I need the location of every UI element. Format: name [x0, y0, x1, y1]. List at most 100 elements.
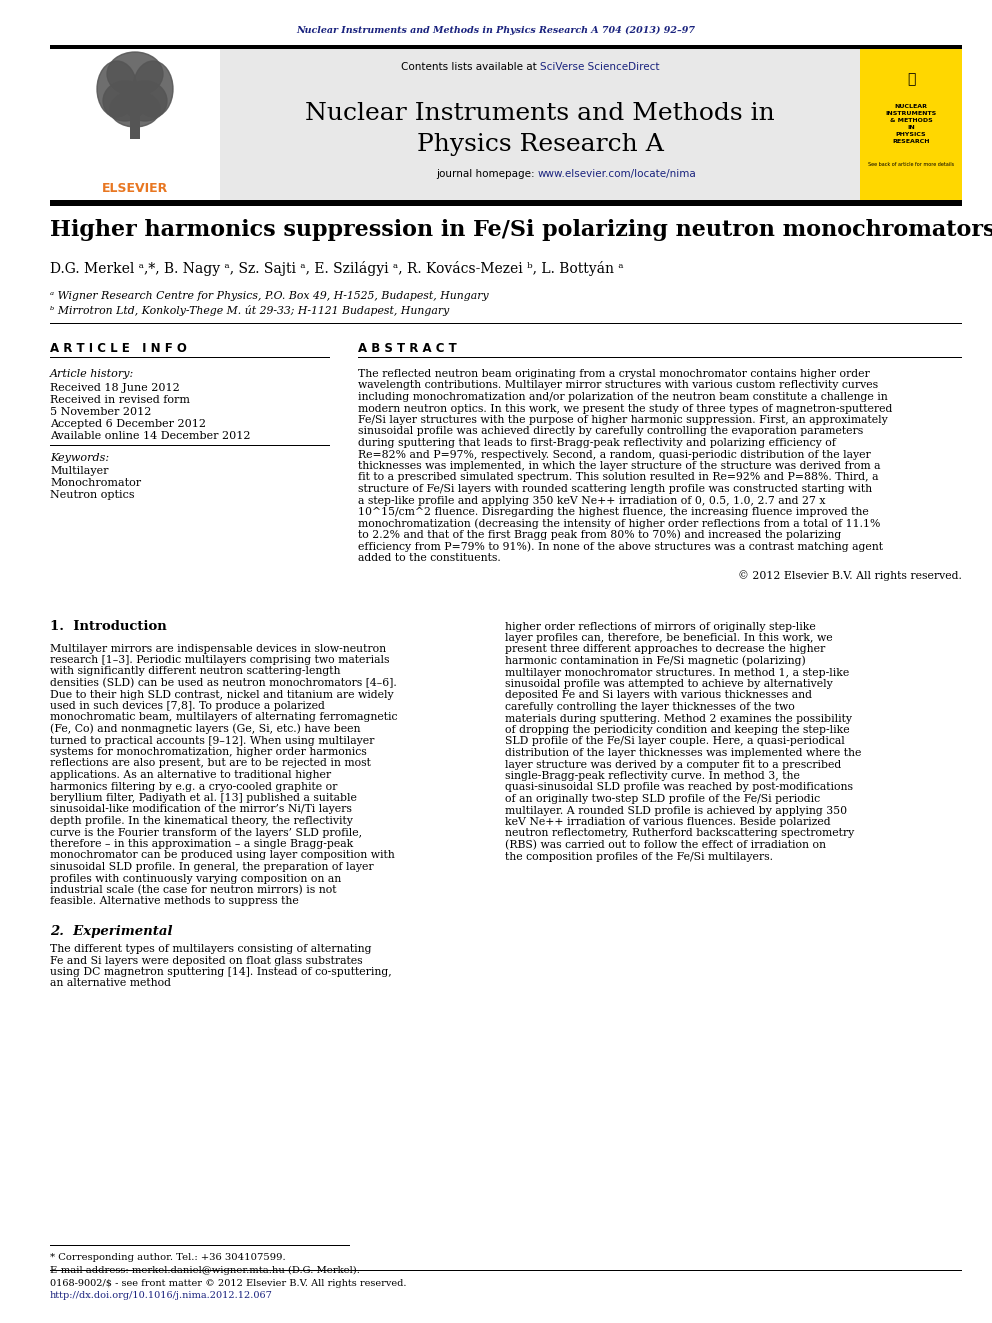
Text: ᵃ Wigner Research Centre for Physics, P.O. Box 49, H-1525, Budapest, Hungary: ᵃ Wigner Research Centre for Physics, P.…	[50, 291, 489, 302]
Text: systems for monochromatization, higher order harmonics: systems for monochromatization, higher o…	[50, 747, 367, 757]
Text: layer structure was derived by a computer fit to a prescribed: layer structure was derived by a compute…	[505, 759, 841, 770]
Text: beryllium filter, Padiyath et al. [13] published a suitable: beryllium filter, Padiyath et al. [13] p…	[50, 792, 357, 803]
Text: sinusoidal profile was achieved directly by carefully controlling the evaporatio: sinusoidal profile was achieved directly…	[358, 426, 863, 437]
Text: monochromator can be produced using layer composition with: monochromator can be produced using laye…	[50, 851, 395, 860]
Text: Accepted 6 December 2012: Accepted 6 December 2012	[50, 419, 206, 429]
Text: Monochromator: Monochromator	[50, 478, 141, 488]
Text: using DC magnetron sputtering [14]. Instead of co-sputtering,: using DC magnetron sputtering [14]. Inst…	[50, 967, 392, 976]
Text: applications. As an alternative to traditional higher: applications. As an alternative to tradi…	[50, 770, 331, 781]
Text: of an originally two-step SLD profile of the Fe/Si periodic: of an originally two-step SLD profile of…	[505, 794, 820, 804]
Text: harmonics filtering by e.g. a cryo-cooled graphite or: harmonics filtering by e.g. a cryo-coole…	[50, 782, 337, 791]
Ellipse shape	[110, 91, 160, 127]
Text: Keywords:: Keywords:	[50, 452, 109, 463]
Text: SciVerse ScienceDirect: SciVerse ScienceDirect	[540, 62, 660, 71]
Text: carefully controlling the layer thicknesses of the two: carefully controlling the layer thicknes…	[505, 703, 795, 712]
Text: www.elsevier.com/locate/nima: www.elsevier.com/locate/nima	[538, 169, 696, 179]
Text: including monochromatization and/or polarization of the neutron beam constitute : including monochromatization and/or pola…	[358, 392, 888, 402]
Text: Contents lists available at: Contents lists available at	[401, 62, 540, 71]
Text: A B S T R A C T: A B S T R A C T	[358, 341, 456, 355]
Text: fit to a prescribed simulated spectrum. This solution resulted in Re=92% and P=8: fit to a prescribed simulated spectrum. …	[358, 472, 879, 483]
Bar	[50, 45, 962, 49]
Text: of dropping the periodicity condition and keeping the step-like: of dropping the periodicity condition an…	[505, 725, 849, 736]
Ellipse shape	[123, 81, 167, 120]
Bar	[860, 49, 962, 200]
Text: © 2012 Elsevier B.V. All rights reserved.: © 2012 Elsevier B.V. All rights reserved…	[738, 570, 962, 581]
Text: Nuclear Instruments and Methods in Physics Research A 704 (2013) 92–97: Nuclear Instruments and Methods in Physi…	[297, 25, 695, 34]
Text: SLD profile of the Fe/Si layer couple. Here, a quasi-periodical: SLD profile of the Fe/Si layer couple. H…	[505, 737, 845, 746]
Ellipse shape	[133, 61, 173, 116]
Text: The reflected neutron beam originating from a crystal monochromator contains hig: The reflected neutron beam originating f…	[358, 369, 870, 378]
Text: during sputtering that leads to first-Bragg-peak reflectivity and polarizing eff: during sputtering that leads to first-Br…	[358, 438, 836, 448]
Text: deposited Fe and Si layers with various thicknesses and: deposited Fe and Si layers with various …	[505, 691, 812, 700]
Text: (RBS) was carried out to follow the effect of irradiation on: (RBS) was carried out to follow the effe…	[505, 840, 826, 851]
Text: 0168-9002/$ - see front matter © 2012 Elsevier B.V. All rights reserved.: 0168-9002/$ - see front matter © 2012 El…	[50, 1278, 407, 1287]
Text: Higher harmonics suppression in Fe/Si polarizing neutron monochromators: Higher harmonics suppression in Fe/Si po…	[50, 220, 992, 241]
Text: added to the constituents.: added to the constituents.	[358, 553, 501, 564]
Text: sinusoidal SLD profile. In general, the preparation of layer: sinusoidal SLD profile. In general, the …	[50, 863, 374, 872]
Text: materials during sputtering. Method 2 examines the possibility: materials during sputtering. Method 2 ex…	[505, 713, 852, 724]
Text: Article history:: Article history:	[50, 369, 134, 378]
Text: the composition profiles of the Fe/Si multilayers.: the composition profiles of the Fe/Si mu…	[505, 852, 773, 861]
Text: distribution of the layer thicknesses was implemented where the: distribution of the layer thicknesses wa…	[505, 747, 861, 758]
Text: monochromatic beam, multilayers of alternating ferromagnetic: monochromatic beam, multilayers of alter…	[50, 713, 398, 722]
Text: 10^15/cm^2 fluence. Disregarding the highest fluence, the increasing fluence imp: 10^15/cm^2 fluence. Disregarding the hig…	[358, 507, 869, 517]
Text: present three different approaches to decrease the higher: present three different approaches to de…	[505, 644, 825, 655]
Bar	[50, 200, 962, 206]
Bar	[220, 49, 860, 200]
Text: to 2.2% and that of the first Bragg peak from 80% to 70%) and increased the pola: to 2.2% and that of the first Bragg peak…	[358, 529, 841, 540]
Text: quasi-sinusoidal SLD profile was reached by post-modifications: quasi-sinusoidal SLD profile was reached…	[505, 782, 853, 792]
Text: Physics Research A: Physics Research A	[417, 132, 664, 156]
Text: industrial scale (the case for neutron mirrors) is not: industrial scale (the case for neutron m…	[50, 885, 336, 896]
Text: modern neutron optics. In this work, we present the study of three types of magn: modern neutron optics. In this work, we …	[358, 404, 893, 414]
Ellipse shape	[107, 52, 163, 97]
Text: Available online 14 December 2012: Available online 14 December 2012	[50, 431, 251, 441]
Text: (Fe, Co) and nonmagnetic layers (Ge, Si, etc.) have been: (Fe, Co) and nonmagnetic layers (Ge, Si,…	[50, 724, 360, 734]
Text: Received in revised form: Received in revised form	[50, 396, 190, 405]
Text: 🔰: 🔰	[907, 71, 916, 86]
Text: curve is the Fourier transform of the layers’ SLD profile,: curve is the Fourier transform of the la…	[50, 827, 362, 837]
Text: Received 18 June 2012: Received 18 June 2012	[50, 382, 180, 393]
Text: Multilayer: Multilayer	[50, 466, 108, 476]
Text: http://dx.doi.org/10.1016/j.nima.2012.12.067: http://dx.doi.org/10.1016/j.nima.2012.12…	[50, 1290, 273, 1299]
Text: journal homepage:: journal homepage:	[436, 169, 538, 179]
Text: research [1–3]. Periodic multilayers comprising two materials: research [1–3]. Periodic multilayers com…	[50, 655, 390, 665]
Text: 1.  Introduction: 1. Introduction	[50, 620, 167, 632]
Ellipse shape	[103, 81, 147, 120]
Text: used in such devices [7,8]. To produce a polarized: used in such devices [7,8]. To produce a…	[50, 701, 324, 710]
Text: See back of article for more details: See back of article for more details	[868, 161, 954, 167]
Text: reflections are also present, but are to be rejected in most: reflections are also present, but are to…	[50, 758, 371, 769]
Bar	[130, 114, 140, 139]
Text: D.G. Merkel ᵃ,*, B. Nagy ᵃ, Sz. Sajti ᵃ, E. Szilágyi ᵃ, R. Kovács-Mezei ᵇ, L. Bo: D.G. Merkel ᵃ,*, B. Nagy ᵃ, Sz. Sajti ᵃ,…	[50, 261, 624, 275]
Text: harmonic contamination in Fe/Si magnetic (polarizing): harmonic contamination in Fe/Si magnetic…	[505, 656, 806, 667]
Text: Re=82% and P=97%, respectively. Second, a random, quasi-periodic distribution of: Re=82% and P=97%, respectively. Second, …	[358, 450, 871, 459]
Text: * Corresponding author. Tel.: +36 304107599.: * Corresponding author. Tel.: +36 304107…	[50, 1253, 286, 1262]
Text: therefore – in this approximation – a single Bragg-peak: therefore – in this approximation – a si…	[50, 839, 353, 849]
Text: 2.  Experimental: 2. Experimental	[50, 925, 173, 938]
Text: neutron reflectometry, Rutherford backscattering spectrometry: neutron reflectometry, Rutherford backsc…	[505, 828, 854, 839]
Text: with significantly different neutron scattering-length: with significantly different neutron sca…	[50, 667, 340, 676]
Text: sinusoidal profile was attempted to achieve by alternatively: sinusoidal profile was attempted to achi…	[505, 679, 832, 689]
Text: depth profile. In the kinematical theory, the reflectivity: depth profile. In the kinematical theory…	[50, 816, 353, 826]
Text: efficiency from P=79% to 91%). In none of the above structures was a contrast ma: efficiency from P=79% to 91%). In none o…	[358, 541, 883, 552]
Text: ᵇ Mirrotron Ltd, Konkoly-Thege M. út 29-33; H-1121 Budapest, Hungary: ᵇ Mirrotron Ltd, Konkoly-Thege M. út 29-…	[50, 306, 449, 316]
Text: 5 November 2012: 5 November 2012	[50, 407, 152, 417]
Text: wavelength contributions. Multilayer mirror structures with various custom refle: wavelength contributions. Multilayer mir…	[358, 381, 878, 390]
Text: Neutron optics: Neutron optics	[50, 490, 135, 500]
Text: feasible. Alternative methods to suppress the: feasible. Alternative methods to suppres…	[50, 897, 299, 906]
Text: Nuclear Instruments and Methods in: Nuclear Instruments and Methods in	[306, 102, 775, 126]
Text: higher order reflections of mirrors of originally step-like: higher order reflections of mirrors of o…	[505, 622, 815, 631]
Text: turned to practical accounts [9–12]. When using multilayer: turned to practical accounts [9–12]. Whe…	[50, 736, 374, 745]
Text: layer profiles can, therefore, be beneficial. In this work, we: layer profiles can, therefore, be benefi…	[505, 632, 832, 643]
Text: keV Ne++ irradiation of various fluences. Beside polarized: keV Ne++ irradiation of various fluences…	[505, 818, 830, 827]
Text: an alternative method: an alternative method	[50, 979, 171, 988]
Text: thicknesses was implemented, in which the layer structure of the structure was d: thicknesses was implemented, in which th…	[358, 460, 881, 471]
Text: sinusoidal-like modification of the mirror’s Ni/Ti layers: sinusoidal-like modification of the mirr…	[50, 804, 352, 815]
Text: multilayer monochromator structures. In method 1, a step-like: multilayer monochromator structures. In …	[505, 668, 849, 677]
Text: profiles with continuously varying composition on an: profiles with continuously varying compo…	[50, 873, 341, 884]
Ellipse shape	[97, 61, 137, 116]
Text: monochromatization (decreasing the intensity of higher order reflections from a : monochromatization (decreasing the inten…	[358, 519, 880, 529]
Text: Fe and Si layers were deposited on float glass substrates: Fe and Si layers were deposited on float…	[50, 955, 363, 966]
Text: single-Bragg-peak reflectivity curve. In method 3, the: single-Bragg-peak reflectivity curve. In…	[505, 771, 800, 781]
Text: structure of Fe/Si layers with rounded scattering length profile was constructed: structure of Fe/Si layers with rounded s…	[358, 484, 872, 493]
Text: Multilayer mirrors are indispensable devices in slow-neutron: Multilayer mirrors are indispensable dev…	[50, 643, 386, 654]
